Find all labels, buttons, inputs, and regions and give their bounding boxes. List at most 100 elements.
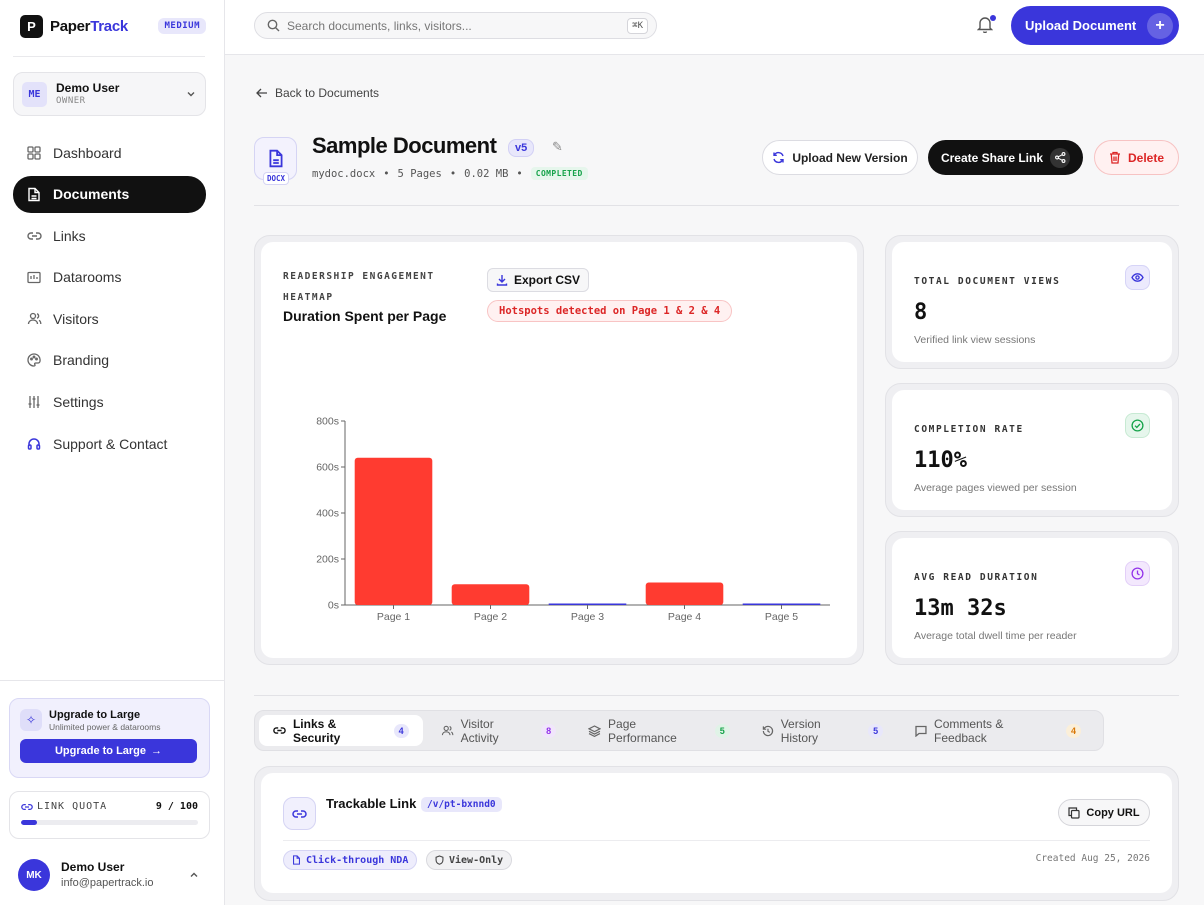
page-title: Sample Document	[312, 133, 497, 158]
document-type-icon: DOCX	[254, 137, 297, 185]
y-tick-label: 400s	[316, 508, 339, 520]
meta-separator: •	[383, 167, 390, 180]
link-title: Trackable Link	[326, 796, 417, 811]
history-icon	[762, 725, 773, 736]
tab-count-badge: 4	[1065, 723, 1081, 738]
sidebar-item-label: Visitors	[53, 310, 99, 327]
back-to-documents-link[interactable]: Back to Documents	[256, 86, 379, 100]
tab-label: Version History	[780, 716, 821, 745]
sidebar-item-documents[interactable]: Documents	[13, 175, 206, 213]
create-share-link-button[interactable]: Create Share Link	[928, 140, 1083, 175]
link-slug[interactable]: /v/pt-bxnnd0	[421, 797, 502, 812]
hotspot-alert: Hotspots detected on Page 1 & 2 & 4	[487, 300, 733, 322]
account-initials: ME	[22, 81, 47, 107]
search-box[interactable]: Search documents, links, visitors... ⌘K	[254, 12, 657, 39]
stat-card-avg-read-duration: AVG READ DURATION 13m 32s Average total …	[892, 538, 1172, 658]
upgrade-button[interactable]: Upgrade to Large →	[20, 739, 197, 763]
upgrade-button-label: Upgrade to Large	[54, 745, 147, 757]
brand-logo[interactable]: P PaperTrack MEDIUM	[20, 14, 206, 38]
sidebar-item-label: Documents	[53, 186, 130, 203]
sidebar-item-links[interactable]: Links	[13, 217, 206, 254]
upload-document-button[interactable]: Upload Document +	[1011, 6, 1179, 45]
users-icon	[26, 311, 42, 327]
quota-progress-fill	[21, 820, 37, 825]
sidebar-item-branding[interactable]: Branding	[13, 342, 206, 379]
y-tick-label: 0s	[328, 600, 339, 612]
document-filename: mydoc.docx	[312, 167, 376, 180]
sidebar-item-label: Settings	[53, 394, 104, 411]
logo-mark-icon: P	[20, 14, 43, 38]
upload-new-version-button[interactable]: Upload New Version	[762, 140, 918, 175]
sidebar-item-label: Branding	[53, 352, 110, 369]
share-icon	[1050, 147, 1071, 168]
tab-page-performance[interactable]: Page Performance 5	[574, 715, 744, 746]
edit-title-button[interactable]: ✎	[552, 139, 563, 155]
stat-value: 13m 32s	[914, 596, 1007, 621]
tab-label: Comments & Feedback	[934, 716, 1004, 745]
sidebar-item-datarooms[interactable]: Datarooms	[13, 259, 206, 296]
tab-label: Links & Security	[292, 716, 341, 745]
document-type-tag: DOCX	[263, 172, 290, 185]
sidebar-item-label: Datarooms	[53, 269, 122, 286]
palette-icon	[26, 352, 42, 368]
stat-subtitle: Verified link view sessions	[914, 334, 1036, 346]
search-input[interactable]: Search documents, links, visitors...	[287, 18, 472, 33]
brand-name: PaperTrack	[50, 17, 128, 35]
tab-comments-feedback[interactable]: Comments & Feedback 4	[901, 715, 1095, 746]
document-size: 0.02 MB	[464, 167, 509, 180]
y-tick-label: 600s	[316, 462, 339, 474]
sidebar-item-label: Support & Contact	[53, 435, 168, 452]
download-icon	[496, 275, 508, 286]
tab-label: Page Performance	[608, 716, 677, 745]
dataroom-icon	[26, 269, 42, 285]
export-csv-button[interactable]: Export CSV	[487, 268, 589, 292]
stat-value: 110%	[914, 448, 967, 473]
topbar: Search documents, links, visitors... ⌘K …	[225, 0, 1204, 55]
sidebar-item-visitors[interactable]: Visitors	[13, 300, 206, 337]
copy-icon	[1068, 806, 1081, 819]
x-tick-label: Page 3	[571, 611, 604, 623]
sidebar-nav: Dashboard Documents Links Datarooms Visi…	[13, 134, 206, 467]
notifications-button[interactable]	[976, 15, 996, 34]
tab-visitor-activity[interactable]: Visitor Activity 8	[427, 715, 570, 746]
link-quota-card: LINK QUOTA 9 / 100	[9, 791, 210, 839]
link-icon	[21, 803, 33, 810]
delete-button[interactable]: Delete	[1094, 140, 1179, 175]
create-share-link-label: Create Share Link	[940, 150, 1044, 165]
plus-icon: +	[1147, 12, 1173, 39]
sliders-icon	[26, 394, 42, 410]
profile-menu[interactable]: MK Demo User info@papertrack.io	[18, 858, 204, 892]
search-icon	[267, 19, 280, 32]
profile-name: Demo User	[61, 860, 125, 875]
upload-new-version-label: Upload New Version	[792, 150, 908, 165]
clock-icon	[1125, 561, 1150, 586]
users-icon	[441, 725, 453, 736]
tab-count-badge: 4	[393, 723, 409, 738]
tab-version-history[interactable]: Version History 5	[748, 715, 897, 746]
account-name: Demo User	[56, 80, 120, 95]
document-pages: 5 Pages	[397, 167, 442, 180]
tab-count-badge: 8	[541, 723, 557, 738]
account-switcher[interactable]: ME Demo User OWNER	[13, 72, 206, 116]
tab-links-security[interactable]: Links & Security 4	[259, 715, 423, 746]
view-only-chip-label: View-Only	[449, 854, 504, 866]
upgrade-card: ✧ Upgrade to Large Unlimited power & dat…	[9, 698, 210, 778]
sidebar-item-dashboard[interactable]: Dashboard	[13, 134, 206, 171]
x-tick-label: Page 5	[765, 611, 798, 623]
document-meta: mydoc.docx • 5 Pages • 0.02 MB • COMPLET…	[312, 167, 588, 180]
quota-label: LINK QUOTA	[37, 801, 108, 812]
bar	[451, 584, 530, 605]
sidebar-item-support[interactable]: Support & Contact	[13, 425, 206, 462]
quota-value: 9 / 100	[155, 801, 198, 812]
bell-icon	[976, 17, 994, 34]
notification-dot	[990, 15, 996, 21]
copy-url-button[interactable]: Copy URL	[1058, 799, 1150, 826]
trackable-link-card	[261, 773, 1172, 893]
layers-icon	[588, 724, 602, 737]
document-icon	[293, 855, 300, 865]
status-badge: COMPLETED	[530, 167, 588, 180]
sidebar-item-settings[interactable]: Settings	[13, 384, 206, 421]
stat-label: AVG READ DURATION	[914, 572, 1039, 583]
sidebar-divider	[13, 56, 205, 57]
stat-card-total-views: TOTAL DOCUMENT VIEWS 8 Verified link vie…	[892, 242, 1172, 362]
